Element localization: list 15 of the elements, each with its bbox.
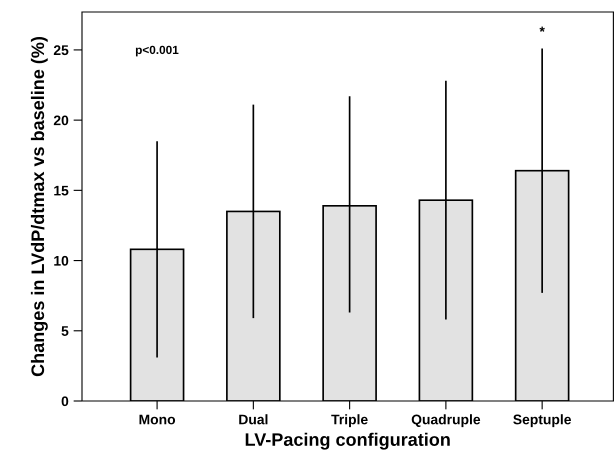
x-tick-label: Mono [140, 414, 176, 424]
x-tick-label: Quadruple [412, 414, 480, 428]
y-tick-label: 5 [62, 326, 68, 336]
x-tick-label: Dual [239, 414, 268, 424]
y-axis-title: Changes in LVdP/dtmax vs baseline (%) [30, 36, 48, 376]
annotation: p<0.001 [136, 46, 178, 56]
y-tick-label: 10 [54, 256, 68, 266]
y-tick-label: 0 [62, 396, 68, 406]
y-tick-label: 20 [54, 115, 68, 126]
y-tick-label: 15 [54, 186, 68, 196]
x-tick-label: Septuple [513, 414, 571, 428]
x-axis-title: LV-Pacing configuration [246, 432, 450, 450]
annotation: * [539, 26, 545, 32]
y-tick-label: 25 [54, 45, 68, 56]
x-tick-label: Triple [331, 414, 368, 428]
